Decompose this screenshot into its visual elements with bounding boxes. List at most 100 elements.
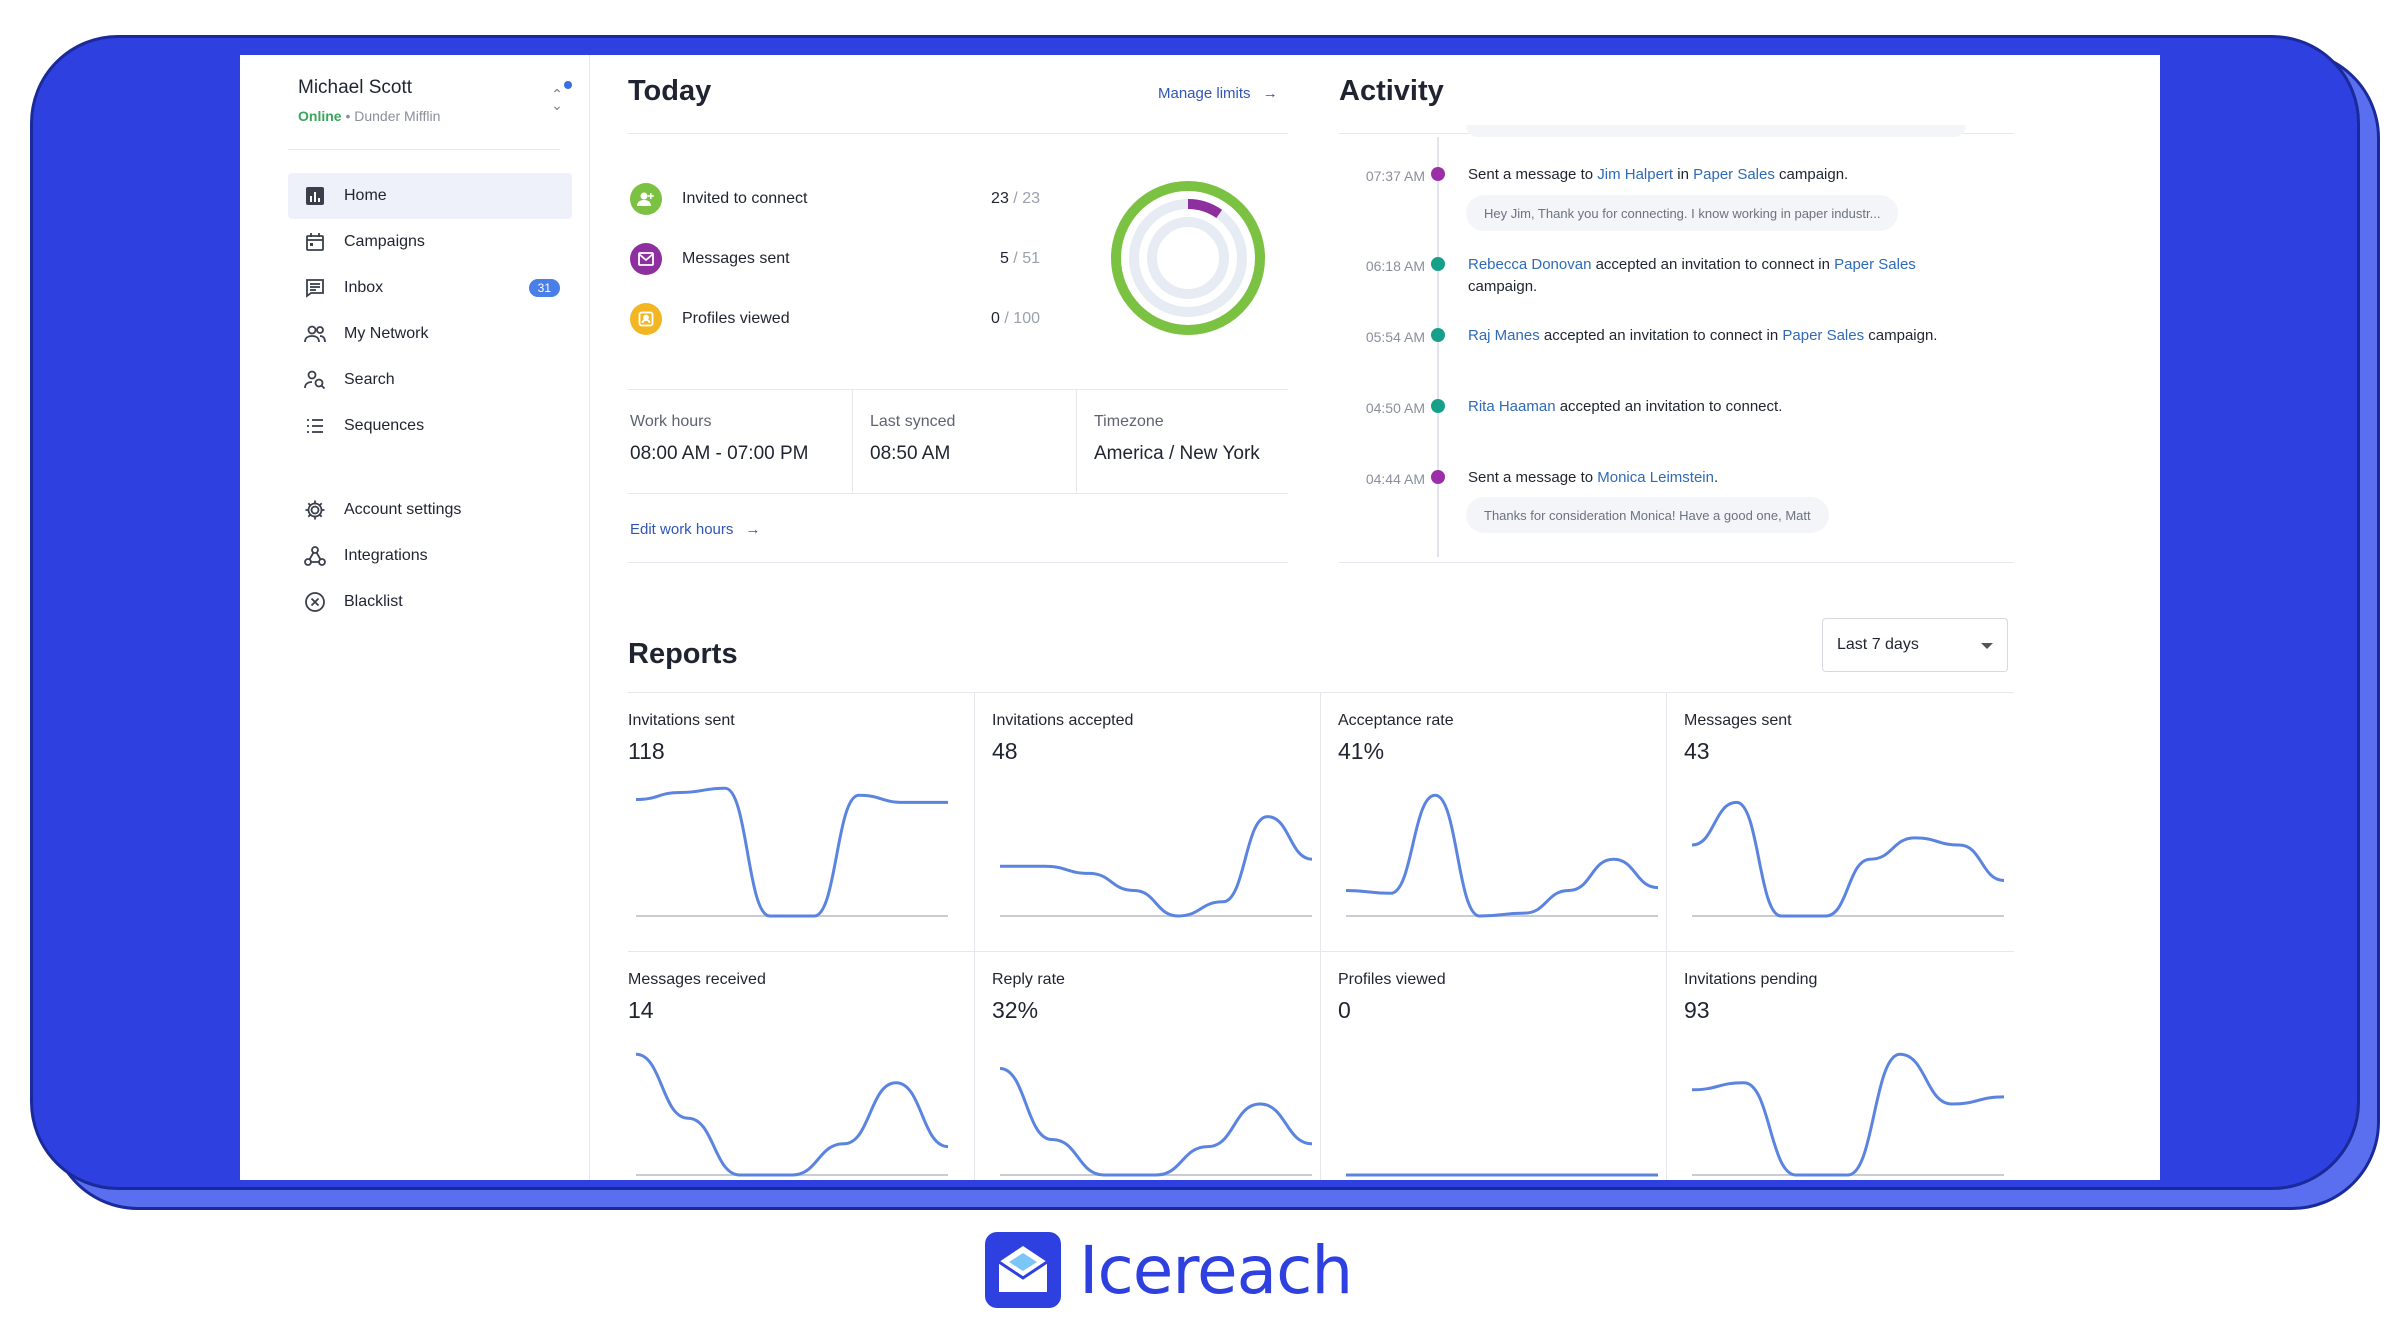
- today-bottom-divider: [628, 562, 1288, 563]
- timezone-block: Timezone America / New York: [1094, 413, 1260, 465]
- chevron-up-down-icon[interactable]: ⌃ ⌄: [551, 86, 563, 113]
- message-icon: [302, 275, 328, 301]
- report-card-invitations-pending[interactable]: Invitations pending 93: [1684, 951, 2029, 1180]
- stat-value: 5 / 51: [999, 250, 1040, 267]
- activity-time: 04:50 AM: [1365, 400, 1425, 416]
- activity-entry: Sent a message to Monica Leimstein.: [1468, 469, 1719, 486]
- message-preview-bubble[interactable]: Hey Jim, Thank you for connecting. I kno…: [1466, 195, 1899, 231]
- last-synced-block: Last synced 08:50 AM: [870, 413, 955, 465]
- report-card-label: Invitations sent: [628, 712, 735, 729]
- report-sparkline: [635, 786, 948, 918]
- company-name: Dunder Mifflin: [354, 108, 441, 124]
- sidebar-item-search[interactable]: Search: [288, 357, 572, 403]
- stat-messages-sent: Messages sent 5 / 51: [630, 241, 1040, 277]
- campaign-link[interactable]: Paper Sales: [1693, 166, 1775, 183]
- timezone-value: America / New York: [1094, 443, 1260, 464]
- report-card-label: Reply rate: [992, 971, 1065, 988]
- report-card-profiles-viewed[interactable]: Profiles viewed 0: [1338, 951, 1683, 1180]
- report-card-value: 32%: [992, 997, 1039, 1023]
- last-synced-value: 08:50 AM: [870, 443, 951, 464]
- sidebar-item-integrations[interactable]: Integrations: [288, 533, 572, 579]
- report-card-acceptance-rate[interactable]: Acceptance rate 41%: [1338, 692, 1683, 950]
- reports-col-divider: [1666, 692, 1667, 1180]
- report-card-invitations-accepted[interactable]: Invitations accepted 48: [992, 692, 1337, 950]
- webhook-icon: [302, 543, 328, 569]
- stat-label: Messages sent: [682, 250, 790, 267]
- online-status: Online: [298, 108, 342, 124]
- sparkline-series: [1691, 800, 2005, 918]
- last-synced-label: Last synced: [870, 413, 956, 430]
- sidebar-item-blacklist[interactable]: Blacklist: [288, 579, 572, 625]
- message-preview-bubble[interactable]: Thanks for consideration Monica! Have a …: [1466, 497, 1829, 533]
- account-switcher[interactable]: Michael Scott Online • Dunder Mifflin ⌃ ⌄: [298, 77, 572, 135]
- sidebar-item-label: Search: [344, 371, 395, 388]
- report-sparkline: [1345, 1173, 1658, 1177]
- period-select[interactable]: Last 7 days: [1822, 618, 2008, 672]
- campaign-link[interactable]: Paper Sales: [1782, 327, 1865, 344]
- report-card-messages-received[interactable]: Messages received 14: [628, 951, 973, 1180]
- timezone-label: Timezone: [1094, 413, 1164, 430]
- reports-row-divider: [628, 951, 2014, 952]
- work-hours-block: Work hours 08:00 AM - 07:00 PM: [630, 413, 809, 465]
- report-card-reply-rate[interactable]: Reply rate 32%: [992, 951, 1337, 1180]
- sidebar-item-home[interactable]: Home: [288, 173, 572, 219]
- notification-dot: [564, 81, 572, 89]
- report-card-label: Invitations pending: [1684, 971, 1818, 988]
- work-hours-label: Work hours: [630, 413, 712, 430]
- sidebar-item-inbox[interactable]: Inbox 31: [288, 265, 572, 311]
- activity-entry: Rita Haaman accepted an invitation to co…: [1468, 398, 1783, 415]
- today-title: Today: [628, 75, 712, 107]
- bar-chart-icon: [302, 183, 328, 209]
- report-card-value: 43: [1684, 738, 1710, 764]
- activity-time: 07:37 AM: [1365, 168, 1425, 184]
- sidebar-item-label: Campaigns: [344, 233, 425, 250]
- icereach-logo: Icereach: [985, 1230, 1353, 1310]
- list-icon: [302, 413, 328, 439]
- today-divider: [628, 133, 1288, 134]
- previous-message-bubble: [1466, 125, 1966, 137]
- icereach-envelope-logo-icon: [985, 1232, 1061, 1308]
- stat-value: 23 / 23: [991, 190, 1040, 207]
- sparkline-series: [999, 1067, 1313, 1177]
- stat-invited-to-connect: Invited to connect 23 / 23: [630, 181, 1040, 217]
- sidebar-item-campaigns[interactable]: Campaigns: [288, 219, 572, 265]
- report-card-label: Invitations accepted: [992, 712, 1134, 729]
- edit-work-hours-link[interactable]: Edit work hours →: [630, 521, 761, 538]
- reports-divider: [628, 692, 2014, 693]
- activity-bottom-divider: [1339, 562, 2014, 563]
- stat-profiles-viewed: Profiles viewed 0 / 100: [630, 301, 1040, 337]
- contact-link[interactable]: Monica Leimstein: [1597, 469, 1714, 486]
- report-sparkline: [1691, 1052, 2005, 1177]
- contact-link[interactable]: Jim Halpert: [1597, 166, 1674, 183]
- user-name: Michael Scott: [298, 77, 413, 98]
- contact-link[interactable]: Raj Manes: [1468, 327, 1540, 344]
- manage-limits-link[interactable]: Manage limits →: [1158, 85, 1278, 102]
- report-sparkline: [1000, 815, 1313, 918]
- ring-invited-progress: [1111, 181, 1265, 335]
- sparkline-series: [1000, 815, 1313, 918]
- sidebar-item-my-network[interactable]: My Network: [288, 311, 572, 357]
- report-card-invitations-sent[interactable]: Invitations sent 118: [628, 692, 973, 950]
- sparkline-series: [635, 1052, 949, 1177]
- info-divider: [1076, 389, 1077, 493]
- report-card-value: 48: [992, 738, 1018, 764]
- sidebar-item-sequences[interactable]: Sequences: [288, 403, 572, 449]
- status-separator: •: [345, 108, 351, 124]
- manage-limits-label: Manage limits: [1158, 85, 1251, 102]
- activity-dot: [1431, 328, 1445, 342]
- person-add-icon: [630, 183, 662, 215]
- inbox-count-badge: 31: [528, 279, 560, 297]
- arrow-right-icon: →: [745, 521, 761, 538]
- report-card-messages-sent[interactable]: Messages sent 43: [1684, 692, 2029, 950]
- circle-x-icon: [302, 589, 328, 615]
- contact-link[interactable]: Rebecca Donovan: [1468, 256, 1592, 273]
- sidebar-item-account-settings[interactable]: Account settings: [288, 487, 572, 533]
- activity-time: 06:18 AM: [1365, 258, 1425, 274]
- people-icon: [302, 321, 328, 347]
- contact-link[interactable]: Rita Haaman: [1468, 398, 1556, 415]
- activity-entry: Rebecca Donovan accepted an invitation t…: [1468, 256, 1916, 295]
- report-card-value: 41%: [1338, 738, 1385, 764]
- campaign-link[interactable]: Paper Sales: [1834, 256, 1916, 273]
- app-screen: Michael Scott Online • Dunder Mifflin ⌃ ⌄…: [240, 55, 2160, 1180]
- sparkline-series: [635, 786, 948, 918]
